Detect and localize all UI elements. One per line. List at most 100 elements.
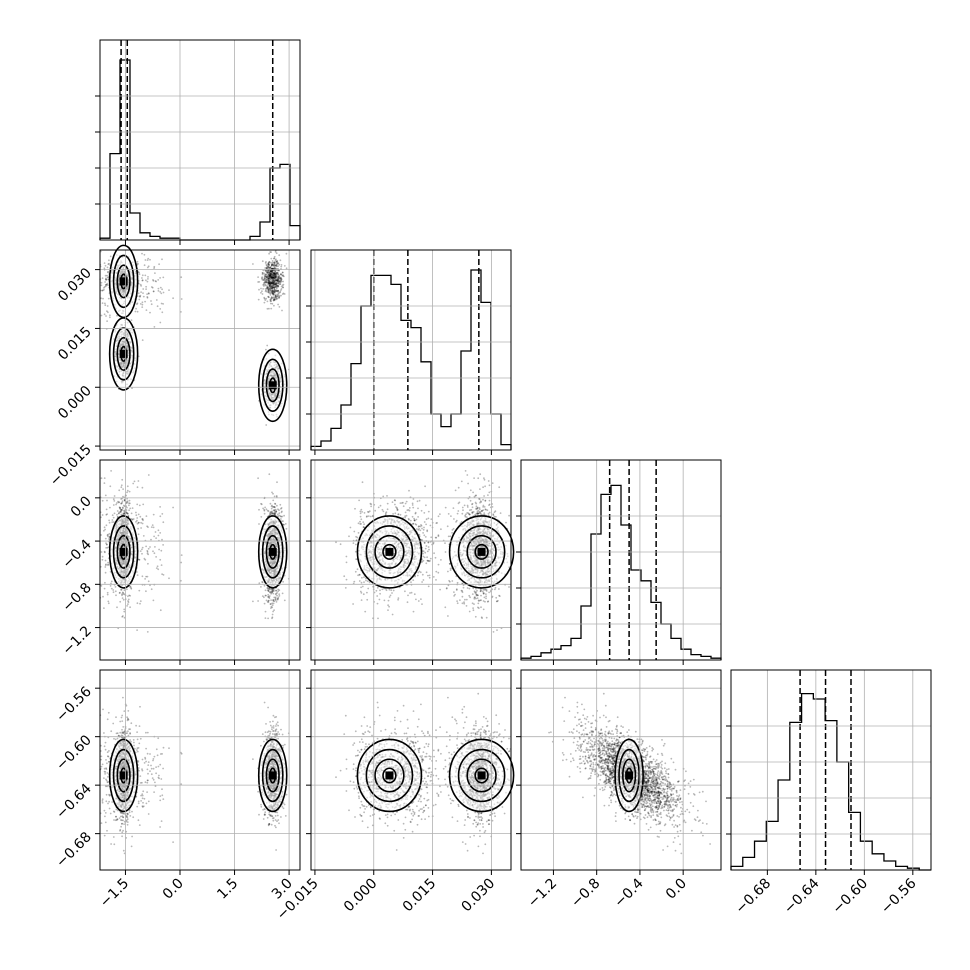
scatter-point — [277, 280, 279, 283]
scatter-point — [147, 562, 149, 565]
scatter-point — [136, 629, 139, 631]
scatter-point — [152, 599, 155, 602]
scatter-point — [275, 290, 278, 292]
scatter-point — [281, 510, 283, 513]
x-tick-label: −0.56 — [878, 875, 920, 917]
scatter-point — [119, 511, 122, 514]
scatter-point — [126, 489, 129, 492]
scatter-point — [270, 507, 273, 510]
scatter-point — [263, 512, 266, 515]
scatter-point — [276, 261, 279, 264]
scatter-point — [260, 586, 262, 588]
scatter-point — [112, 498, 115, 501]
scatter-point — [108, 259, 110, 262]
scatter-point — [261, 581, 263, 583]
scatter-point — [106, 310, 108, 313]
scatter-point — [136, 602, 139, 605]
scatter-point — [265, 263, 268, 266]
scatter-point — [159, 286, 162, 289]
scatter-point — [275, 589, 277, 592]
scatter-point — [150, 538, 152, 541]
scatter-point — [123, 608, 126, 611]
scatter-point — [135, 511, 137, 514]
scatter-point — [284, 523, 287, 525]
scatter-point — [118, 489, 121, 492]
scatter-point — [270, 270, 272, 272]
scatter-point — [281, 592, 284, 595]
scatter-point — [281, 271, 284, 274]
scatter-point — [264, 262, 267, 264]
scatter-point — [141, 518, 144, 520]
scatter-point — [263, 282, 265, 284]
scatter-point — [252, 600, 254, 603]
scatter-point — [107, 535, 109, 538]
scatter-point — [273, 257, 276, 260]
scatter-point — [272, 279, 275, 281]
scatter-point — [266, 267, 268, 270]
scatter-panel-p0-p2 — [99, 470, 290, 633]
scatter-point — [272, 299, 275, 302]
scatter-point — [110, 470, 112, 472]
scatter-point — [147, 553, 150, 556]
scatter-point — [271, 602, 274, 605]
scatter-point — [275, 289, 278, 292]
scatter-point — [272, 509, 275, 512]
scatter-point — [114, 586, 117, 588]
scatter-point — [274, 276, 277, 279]
scatter-point — [273, 304, 275, 307]
scatter-point — [106, 499, 108, 502]
scatter-point — [275, 290, 277, 293]
scatter-point — [272, 282, 275, 285]
scatter-point — [141, 306, 144, 308]
scatter-point — [119, 600, 122, 603]
scatter-point — [280, 264, 283, 266]
scatter-point — [269, 274, 271, 277]
scatter-point — [267, 510, 270, 513]
scatter-point — [279, 259, 282, 262]
scatter-point — [157, 290, 160, 292]
scatter-point — [138, 589, 141, 592]
scatter-point — [100, 551, 103, 553]
scatter-point — [136, 519, 138, 522]
scatter-point — [257, 600, 259, 602]
diagonal-histogram-p0 — [99, 40, 301, 241]
scatter-point — [274, 294, 277, 297]
scatter-point — [103, 482, 106, 484]
scatter-point — [140, 527, 143, 529]
scatter-point — [128, 499, 131, 502]
scatter-point — [139, 295, 141, 298]
scatter-point — [153, 267, 156, 269]
scatter-point — [272, 271, 275, 274]
scatter-point — [141, 274, 144, 277]
scatter-point — [138, 558, 140, 561]
scatter-point — [264, 288, 267, 290]
scatter-point — [276, 277, 279, 280]
scatter-point — [275, 495, 278, 497]
scatter-point — [277, 293, 280, 295]
histogram-bars-p1 — [310, 269, 512, 450]
scatter-point — [136, 574, 139, 576]
scatter-point — [264, 589, 267, 592]
scatter-point — [270, 264, 273, 267]
scatter-point — [271, 588, 273, 591]
scatter-point — [103, 550, 106, 553]
scatter-point — [271, 617, 273, 620]
scatter-point — [106, 546, 109, 549]
density-peak — [268, 381, 277, 390]
scatter-point — [112, 589, 115, 591]
scatter-point — [270, 307, 273, 310]
scatter-point — [155, 299, 158, 301]
scatter-point — [264, 299, 267, 301]
scatter-point — [278, 277, 281, 280]
scatter-point — [126, 588, 128, 591]
scatter-point — [258, 281, 261, 283]
scatter-point — [120, 513, 123, 516]
scatter-point — [280, 507, 283, 509]
scatter-point — [136, 486, 139, 489]
scatter-point — [279, 283, 282, 285]
scatter-point — [122, 598, 125, 601]
scatter-point — [283, 599, 286, 602]
scatter-point — [142, 292, 144, 294]
scatter-point — [153, 265, 156, 268]
scatter-point — [121, 508, 124, 511]
